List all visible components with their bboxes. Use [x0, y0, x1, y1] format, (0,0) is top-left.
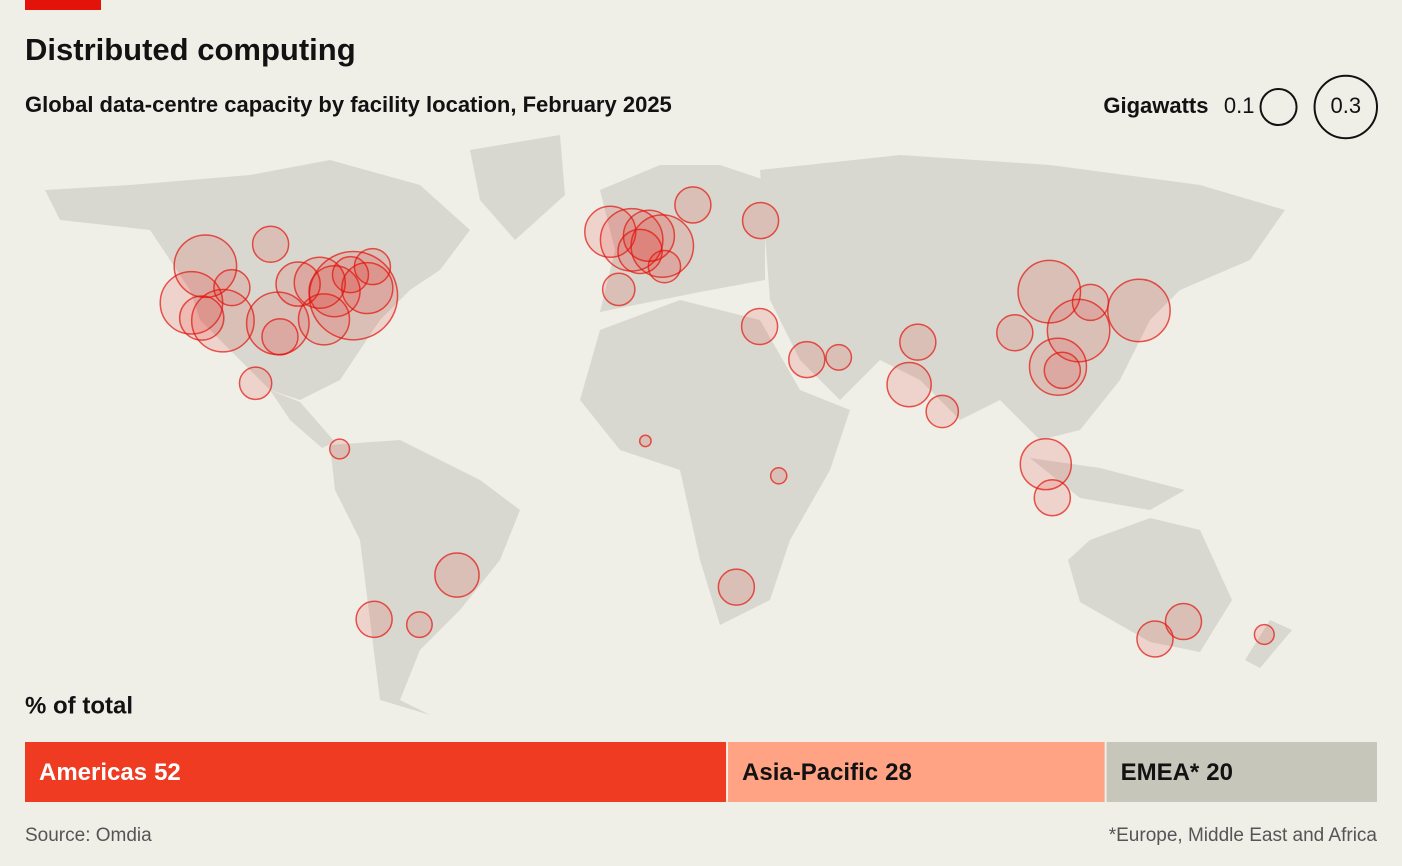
share-bar: Americas 52 Asia-Pacific 28 EMEA* 20 [25, 742, 1377, 802]
legend-circle [1313, 74, 1378, 140]
site-bubble [1043, 351, 1082, 390]
land [580, 300, 850, 625]
site-bubble [1071, 283, 1110, 322]
site-bubble [899, 323, 937, 361]
site-bubble [331, 255, 370, 294]
bar-segment [25, 742, 727, 802]
site-bubble [405, 611, 433, 639]
segment-name: EMEA* [1121, 759, 1200, 786]
site-bubble [353, 247, 392, 286]
title: Distributed computing [25, 32, 356, 67]
site-bubble [297, 293, 351, 346]
source: Source: Omdia [25, 825, 152, 846]
land [470, 135, 565, 240]
site-bubble [355, 600, 393, 639]
site-bubble [1136, 620, 1174, 658]
land [1068, 518, 1232, 652]
segment-value: 20 [1206, 759, 1233, 786]
segment-value: 28 [885, 759, 912, 786]
bar-title: % of total [25, 692, 133, 719]
bar-segment [728, 742, 1105, 802]
footnote: *Europe, Middle East and Africa [1109, 825, 1378, 846]
site-bubble [213, 268, 251, 307]
bar-label: Asia-Pacific 28 [742, 759, 912, 786]
site-bubble [261, 318, 299, 356]
site-bubble [601, 272, 636, 307]
site-bubble [1164, 602, 1203, 641]
site-bubble [617, 228, 663, 275]
legend-label: 0.3 [1330, 93, 1361, 118]
site-bubble [769, 467, 788, 485]
site-bubble [275, 261, 321, 307]
land [760, 155, 1285, 440]
site-bubble [925, 394, 960, 429]
site-bubble [173, 234, 238, 299]
site-bubble [238, 366, 273, 401]
map-land [45, 135, 1292, 715]
bar-label: Americas 52 [39, 759, 181, 786]
site-bubble [251, 225, 290, 264]
land [270, 390, 335, 448]
site-bubble [178, 295, 225, 341]
site-bubble [584, 205, 637, 258]
site-bubble [1033, 478, 1072, 517]
site-bubble [1019, 437, 1073, 491]
site-bubble [886, 361, 932, 408]
site-bubble [1106, 278, 1171, 343]
site-bubble [434, 552, 480, 598]
legend-label: 0.1 [1224, 93, 1255, 118]
land [330, 440, 520, 715]
site-bubble [741, 201, 780, 240]
bar-label: EMEA* 20 [1121, 759, 1233, 786]
site-bubble [788, 340, 826, 379]
site-bubble [1028, 337, 1088, 396]
brand-strip [25, 0, 101, 10]
segment-name: Americas [39, 759, 147, 786]
site-bubble [996, 313, 1034, 352]
site-bubble [647, 249, 682, 284]
land [1030, 458, 1185, 510]
site-bubble [328, 438, 351, 460]
site-bubble [638, 434, 652, 448]
site-bubble [717, 568, 756, 606]
site-bubble [1017, 259, 1082, 324]
legend-title: Gigawatts [1103, 93, 1208, 118]
site-bubble [825, 343, 853, 371]
bar-segment [1106, 742, 1377, 802]
land [45, 160, 470, 400]
site-bubble [1253, 623, 1275, 646]
legend-circle [1259, 87, 1298, 127]
sites [159, 186, 1275, 658]
site-bubble [674, 186, 712, 224]
site-bubble [740, 307, 779, 346]
segment-value: 52 [154, 759, 181, 786]
segment-name: Asia-Pacific [742, 759, 878, 786]
subtitle: Global data-centre capacity by facility … [25, 92, 672, 117]
land [600, 165, 765, 312]
